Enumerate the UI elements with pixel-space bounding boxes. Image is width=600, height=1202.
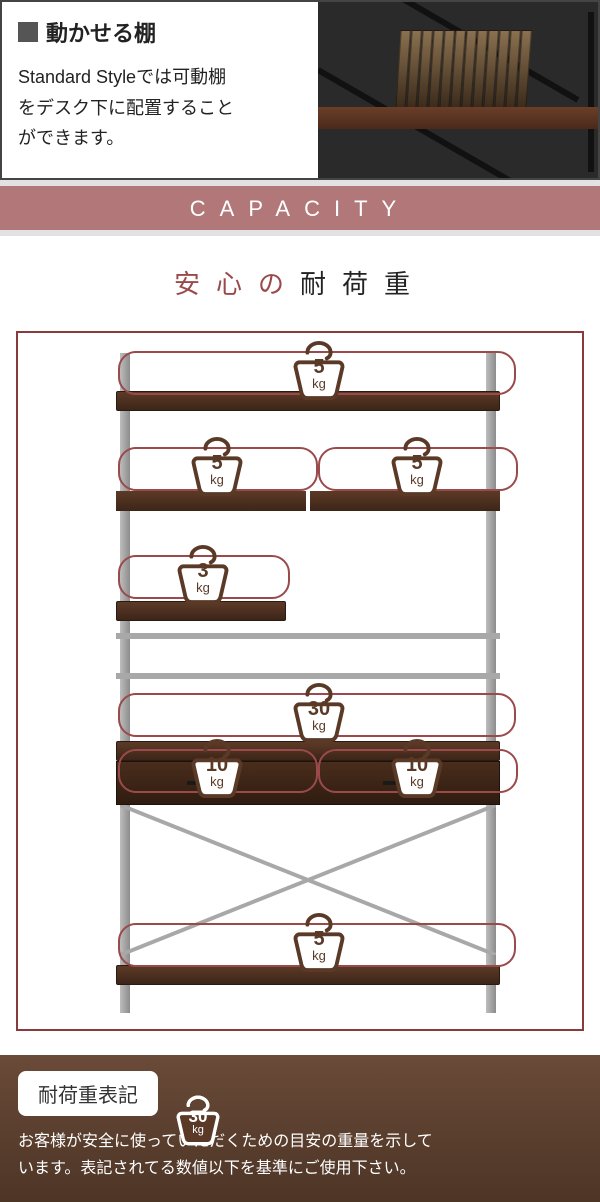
capacity-badge-5kg: 5kg bbox=[186, 435, 248, 497]
rail-a bbox=[116, 633, 500, 639]
movable-shelf-box: 動かせる棚 Standard Styleでは可動棚 をデスク下に配置すること が… bbox=[0, 0, 600, 180]
capacity-badge-3kg: 3kg bbox=[172, 543, 234, 605]
capacity-badge-30kg: 30kg bbox=[172, 1094, 224, 1146]
movable-shelf-photo bbox=[318, 2, 598, 178]
legend-label: 耐荷重表記 bbox=[18, 1071, 158, 1116]
subtitle-accent: 安心の bbox=[174, 269, 300, 299]
capacity-subtitle: 安心の耐荷重 bbox=[0, 236, 600, 331]
capacity-legend: 耐荷重表記 3kg 5kg 10kg 30kg お客様が安全に使っていただくため… bbox=[0, 1055, 600, 1202]
legend-top-row: 耐荷重表記 3kg 5kg 10kg 30kg bbox=[18, 1071, 582, 1116]
capacity-badge-5kg: 5kg bbox=[386, 435, 448, 497]
capacity-badge-5kg: 5kg bbox=[288, 911, 350, 973]
capacity-badge-10kg: 10kg bbox=[386, 737, 448, 799]
square-bullet-icon bbox=[18, 22, 38, 42]
capacity-badge-10kg: 10kg bbox=[186, 737, 248, 799]
movable-shelf-desc: Standard Styleでは可動棚 をデスク下に配置すること ができます。 bbox=[18, 62, 302, 154]
capacity-badge-5kg: 5kg bbox=[288, 339, 350, 401]
legend-note: お客様が安全に使っていただくための目安の重量を示して います。表記されてる数値以… bbox=[18, 1128, 582, 1182]
movable-shelf-title: 動かせる棚 bbox=[18, 16, 302, 48]
rail-b bbox=[116, 673, 500, 679]
capacity-banner: CAPACITY bbox=[0, 180, 600, 236]
title-text: 動かせる棚 bbox=[46, 16, 156, 48]
capacity-badge-30kg: 30kg bbox=[288, 681, 350, 743]
movable-shelf-text: 動かせる棚 Standard Styleでは可動棚 をデスク下に配置すること が… bbox=[2, 2, 318, 178]
subtitle-rest: 耐荷重 bbox=[300, 269, 426, 299]
capacity-diagram: 5kg 5kg 5kg 3kg 30kg 10kg 10kg 5kg bbox=[16, 331, 584, 1031]
